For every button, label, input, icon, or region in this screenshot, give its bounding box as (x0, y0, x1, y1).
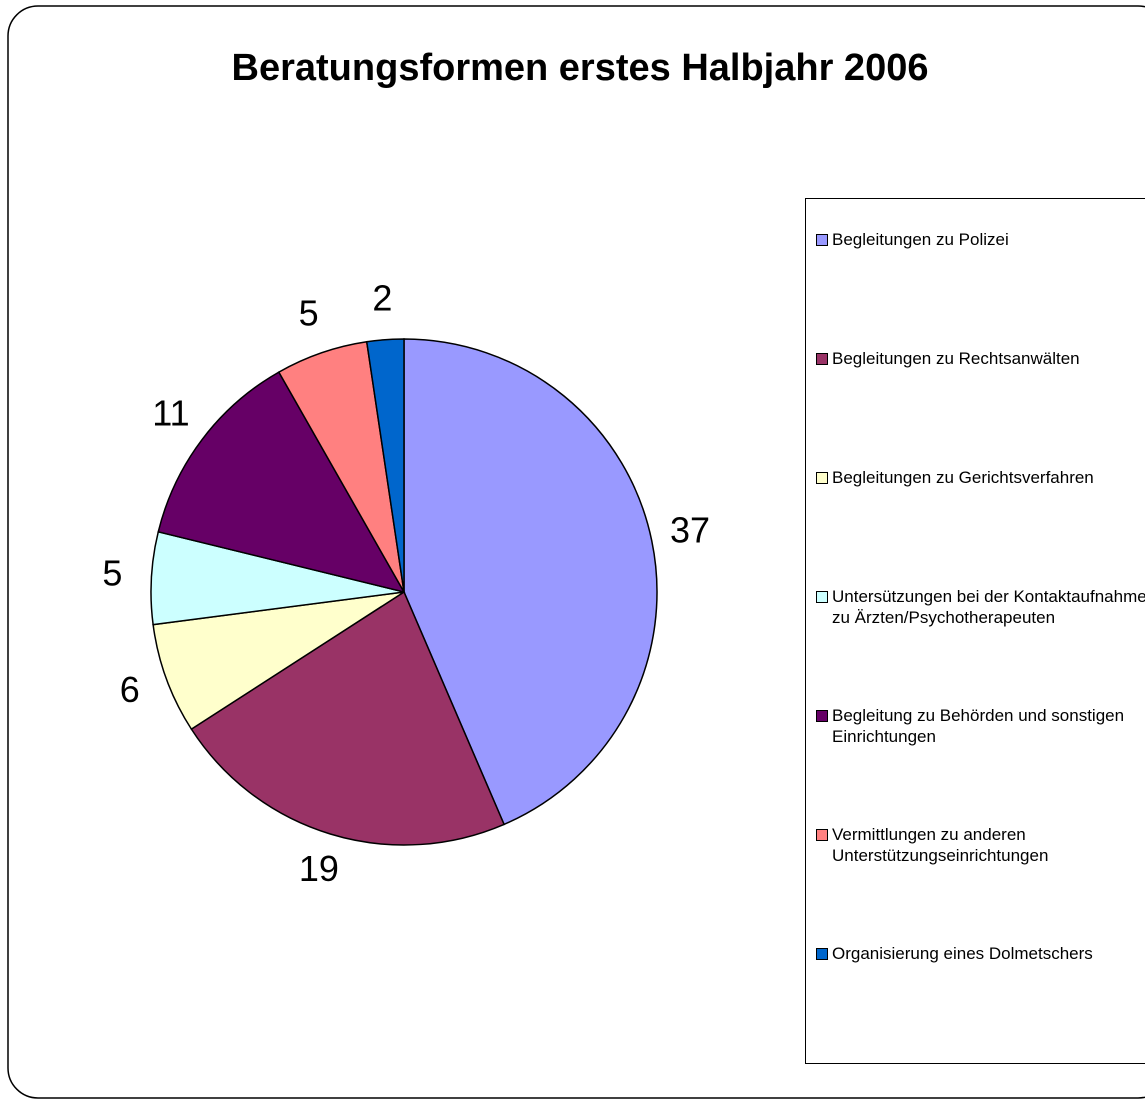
data-label: 19 (299, 848, 339, 889)
data-label: 37 (670, 510, 710, 551)
legend-label: Untersützungen bei der Kontaktaufnahme z… (832, 587, 1145, 627)
legend-item: Begleitungen zu Rechtsanwälten (816, 348, 1145, 369)
legend-label: Vermittlungen zu anderen Unterstützungse… (832, 825, 1049, 865)
legend-swatch (816, 829, 828, 841)
legend-swatch (816, 472, 828, 484)
legend-label: Begleitungen zu Gerichtsverfahren (832, 468, 1094, 487)
legend-label: Begleitungen zu Rechtsanwälten (832, 349, 1080, 368)
chart-title: Beratungsformen erstes Halbjahr 2006 (232, 47, 929, 89)
legend-swatch (816, 710, 828, 722)
legend-item: Begleitungen zu Gerichtsverfahren (816, 467, 1145, 488)
legend-item: Organisierung eines Dolmetschers (816, 943, 1145, 964)
legend-label: Begleitungen zu Polizei (832, 230, 1009, 249)
legend-item: Vermittlungen zu anderen Unterstützungse… (816, 824, 1145, 866)
pie-slice (190, 590, 506, 846)
data-label: 2 (372, 277, 392, 318)
legend-label: Organisierung eines Dolmetschers (832, 944, 1093, 963)
data-label: 6 (120, 669, 140, 710)
pie-slice (365, 338, 405, 593)
data-label: 11 (152, 393, 189, 434)
legend-item: Begleitung zu Behörden und sonstigen Ein… (816, 705, 1145, 747)
data-label: 5 (102, 552, 122, 593)
legend-label: Begleitung zu Behörden und sonstigen Ein… (832, 706, 1125, 746)
legend-swatch (816, 234, 828, 246)
legend-item: Untersützungen bei der Kontaktaufnahme z… (816, 586, 1145, 628)
data-label: 5 (299, 293, 319, 334)
legend-swatch (816, 591, 828, 603)
legend: Begleitungen zu Polizei Begleitungen zu R… (805, 198, 1145, 1064)
legend-item: Begleitungen zu Polizei (816, 229, 1145, 250)
pie-slice (157, 371, 406, 594)
legend-swatch (816, 353, 828, 365)
legend-swatch (816, 948, 828, 960)
pie-slice (152, 591, 405, 731)
pie-slice (403, 338, 658, 826)
